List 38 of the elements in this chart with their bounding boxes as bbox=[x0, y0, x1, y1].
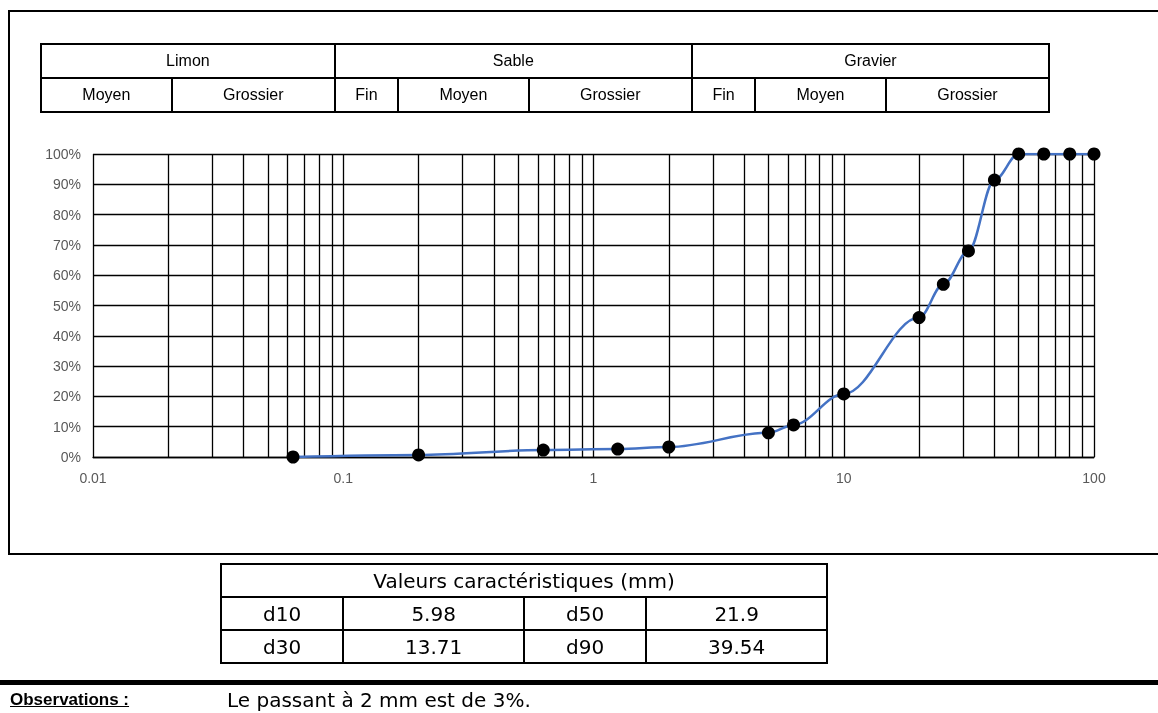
text: 13.71 bbox=[343, 630, 524, 663]
text: Limon bbox=[41, 44, 335, 78]
text: Grossier bbox=[885, 78, 1049, 112]
text: Moyen bbox=[398, 78, 529, 112]
y-tick-label: 0% bbox=[60, 449, 81, 465]
x-tick-label: 10 bbox=[835, 470, 852, 486]
x-tick-label: 100 bbox=[1082, 470, 1106, 486]
text: d30 bbox=[221, 630, 344, 663]
text: Grossier bbox=[528, 78, 692, 112]
text: 21.9 bbox=[646, 597, 827, 630]
x-tick-label: 1 bbox=[589, 470, 598, 486]
text: d10 bbox=[221, 597, 344, 630]
text: 5.98 bbox=[343, 597, 524, 630]
text: Sable bbox=[334, 44, 692, 78]
text: Le passant à 2 mm est de 3%. bbox=[227, 688, 531, 712]
text: Fin bbox=[334, 78, 399, 112]
text: Fin bbox=[691, 78, 756, 112]
text: Observations : bbox=[10, 690, 130, 710]
y-tick-label: 70% bbox=[52, 236, 81, 253]
x-tick-label: 0.01 bbox=[79, 470, 107, 486]
x-tick-label: 0.1 bbox=[333, 470, 354, 486]
text: Gravier bbox=[691, 44, 1049, 78]
y-tick-label: 100% bbox=[45, 146, 81, 162]
text: 39.54 bbox=[646, 630, 827, 663]
y-tick-label: 90% bbox=[52, 176, 81, 193]
text: d50 bbox=[523, 597, 647, 630]
y-tick-label: 40% bbox=[52, 327, 81, 344]
y-tick-label: 30% bbox=[52, 358, 81, 375]
y-tick-label: 50% bbox=[52, 297, 81, 314]
text: d90 bbox=[523, 630, 647, 663]
y-tick-label: 80% bbox=[52, 206, 81, 223]
text: Moyen bbox=[41, 78, 172, 112]
y-tick-label: 20% bbox=[52, 388, 81, 405]
text: Moyen bbox=[755, 78, 886, 112]
text: Valeurs caractéristiques (mm) bbox=[221, 564, 827, 597]
text: Grossier bbox=[171, 78, 335, 112]
y-tick-label: 10% bbox=[52, 418, 81, 435]
y-tick-label: 60% bbox=[52, 267, 81, 284]
